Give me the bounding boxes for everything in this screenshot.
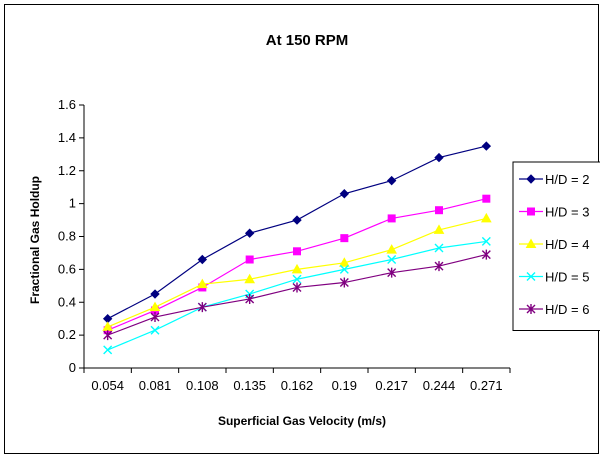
- y-tick-label: 1.2: [58, 163, 76, 178]
- legend-item: H/D = 2: [519, 172, 589, 187]
- data-point: [481, 236, 491, 246]
- x-tick-label: 0.108: [186, 378, 219, 393]
- data-point: [197, 302, 207, 313]
- x-tick-label: 0.244: [423, 378, 456, 393]
- series-3: [102, 212, 492, 331]
- x-tick-label: 0.135: [233, 378, 266, 393]
- data-point: [387, 214, 396, 223]
- data-point: [433, 224, 445, 234]
- series-layer: [102, 141, 492, 355]
- data-point: [339, 264, 349, 274]
- legend-marker: [526, 174, 536, 184]
- data-point: [387, 255, 397, 265]
- data-point: [386, 175, 397, 186]
- legend-item: H/D = 3: [519, 205, 589, 220]
- x-tick-label: 0.19: [332, 378, 357, 393]
- y-tick-label: 0.8: [58, 229, 76, 244]
- data-point: [339, 277, 349, 288]
- legend-item: H/D = 4: [519, 237, 589, 252]
- series-1: [102, 141, 492, 324]
- legend-marker: [527, 207, 535, 216]
- chart-title: At 150 RPM: [266, 32, 349, 49]
- data-point: [386, 244, 398, 254]
- legend-label: H/D = 3: [545, 205, 589, 220]
- legend-marker: [526, 304, 536, 314]
- data-point: [245, 293, 255, 304]
- data-point: [434, 243, 444, 253]
- data-point: [434, 152, 444, 163]
- legend-label: H/D = 5: [545, 270, 589, 285]
- data-point: [103, 345, 113, 355]
- axes: 0 0.2 0.4 0.6 0.8 1 1.2 1.4 1.6 0.054 0.081 0.108 0.…: [58, 97, 511, 393]
- data-point: [150, 289, 160, 299]
- y-axis-label: Fractional Gas Holdup: [28, 176, 42, 304]
- y-tick-label: 1.4: [58, 130, 76, 145]
- data-point: [150, 325, 160, 335]
- chart-frame: At 150 RPM Fractional Gas Holdup Superfi…: [4, 4, 604, 454]
- data-point: [339, 189, 350, 199]
- data-point: [150, 312, 160, 323]
- series-5: [103, 249, 491, 341]
- data-point: [435, 206, 443, 215]
- data-point: [244, 273, 256, 284]
- data-point: [197, 254, 208, 265]
- legend-item: H/D = 5: [519, 270, 589, 285]
- legend-label: H/D = 2: [545, 172, 589, 187]
- y-tick-label: 0: [69, 360, 76, 375]
- legend-marker: [525, 238, 537, 248]
- data-point: [149, 301, 161, 312]
- data-point: [292, 282, 302, 293]
- legend-marker: [526, 272, 536, 281]
- x-tick-label: 0.081: [139, 378, 172, 393]
- y-tick-label: 1.6: [58, 97, 76, 112]
- data-point: [387, 267, 397, 278]
- series-line: [107, 145, 487, 320]
- x-tick-label: 0.271: [470, 378, 503, 393]
- data-point: [482, 194, 491, 203]
- data-point: [340, 234, 349, 243]
- data-point: [480, 212, 492, 223]
- y-tick-label: 0.6: [58, 261, 76, 276]
- legend-label: H/D = 6: [545, 302, 589, 317]
- data-point: [293, 247, 301, 256]
- x-tick-label: 0.217: [375, 378, 408, 393]
- y-tick-label: 1: [69, 196, 76, 211]
- data-point: [338, 257, 350, 267]
- line-chart: At 150 RPM Fractional Gas Holdup Superfi…: [28, 32, 604, 428]
- x-tick-label: 0.054: [91, 378, 124, 393]
- series-line: [107, 240, 487, 351]
- data-point: [481, 141, 492, 151]
- x-axis-label: Superficial Gas Velocity (m/s): [218, 414, 386, 428]
- data-point: [291, 263, 303, 274]
- data-point: [292, 215, 302, 225]
- data-point: [292, 274, 302, 284]
- x-tick-label: 0.162: [281, 378, 314, 393]
- legend-item: H/D = 6: [519, 302, 589, 317]
- data-point: [244, 228, 255, 238]
- data-point: [481, 249, 491, 260]
- data-point: [245, 255, 254, 264]
- data-point: [434, 261, 444, 272]
- legend-label: H/D = 4: [545, 237, 589, 252]
- y-tick-label: 0.2: [58, 327, 76, 342]
- data-point: [103, 330, 113, 341]
- data-point: [196, 278, 208, 289]
- legend: H/D = 2 H/D = 3 H/D = 4 H/D = 5 H/D = 6: [512, 161, 604, 331]
- y-tick-label: 0.4: [58, 294, 76, 309]
